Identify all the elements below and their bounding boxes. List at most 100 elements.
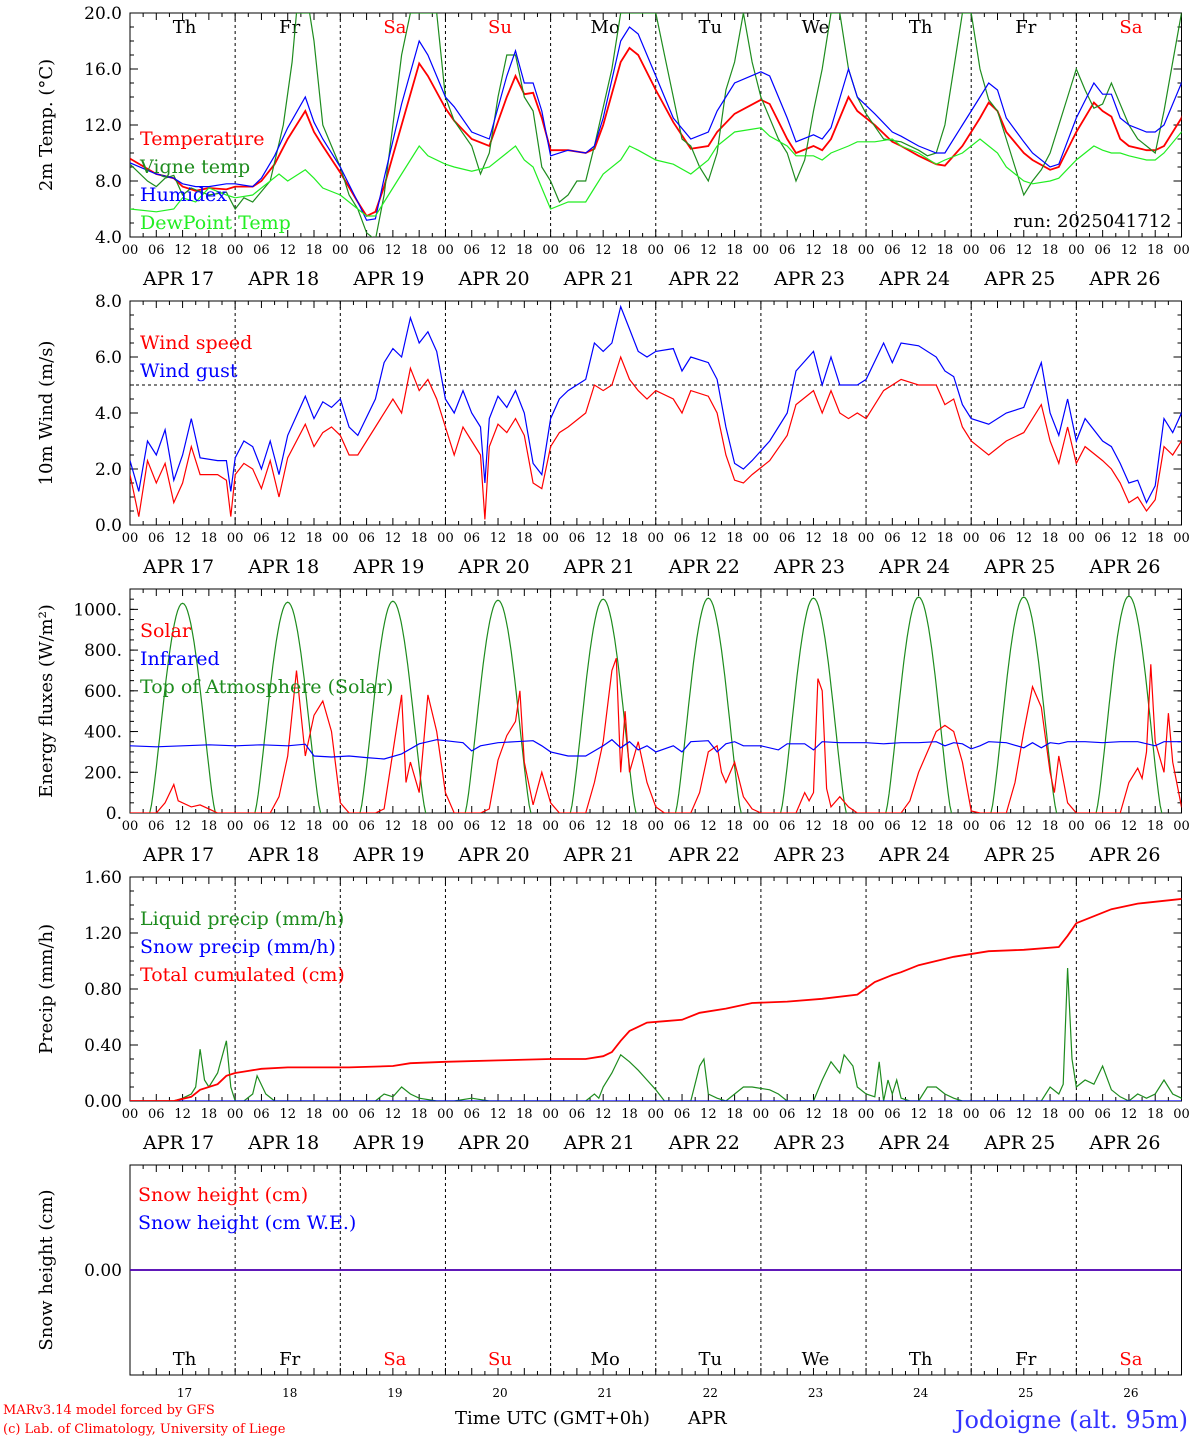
hour-label: 00 [647, 819, 664, 834]
hour-label: 12 [490, 1107, 507, 1122]
date-label: APR 19 [352, 1132, 424, 1154]
day-name: Sa [383, 17, 406, 38]
series-temperature [130, 46, 1182, 218]
y-axis-label: Snow height (cm) [36, 1189, 57, 1350]
day-number: 25 [1018, 1386, 1033, 1400]
date-label: APR 20 [458, 1132, 530, 1154]
date-label: APR 19 [352, 844, 424, 866]
y-tick-label: 1.60 [84, 868, 122, 888]
hour-label: 12 [385, 243, 402, 258]
hour-label: 06 [884, 819, 901, 834]
hour-label: 18 [411, 531, 428, 546]
date-label: APR 19 [352, 556, 424, 578]
hour-label: 12 [595, 819, 612, 834]
y-tick-label: 8.0 [95, 172, 122, 192]
hour-label: 18 [726, 243, 743, 258]
hour-label: 00 [122, 819, 139, 834]
hour-label: 12 [700, 819, 717, 834]
day-name: Tu [699, 1349, 723, 1370]
hour-label: 18 [516, 531, 533, 546]
hour-label: 00 [753, 819, 770, 834]
day-name: Tu [699, 17, 723, 38]
hour-label: 18 [1147, 243, 1164, 258]
day-name: Fr [279, 1349, 300, 1370]
hour-label: 00 [858, 243, 875, 258]
hour-label: 18 [516, 243, 533, 258]
hour-label: 18 [411, 819, 428, 834]
y-tick-label: 600. [84, 682, 122, 702]
toa-solar-series [149, 595, 1163, 813]
hour-label: 00 [647, 243, 664, 258]
date-label: APR 26 [1088, 844, 1160, 866]
hour-label: 00 [858, 531, 875, 546]
legend-entry: Snow precip (mm/h) [140, 936, 336, 958]
hour-label: 18 [937, 531, 954, 546]
date-label: APR 26 [1088, 268, 1160, 290]
legend-entry: Wind gust [140, 360, 238, 382]
hour-label: 00 [227, 243, 244, 258]
y-tick-label: 0.00 [84, 1261, 122, 1281]
hour-label: 00 [227, 531, 244, 546]
hour-label: 06 [779, 1107, 796, 1122]
date-label: APR 20 [458, 556, 530, 578]
hour-label: 18 [831, 531, 848, 546]
hour-label: 12 [910, 243, 927, 258]
hour-label: 00 [1173, 1107, 1190, 1122]
hour-label: 00 [542, 243, 559, 258]
date-label: APR 18 [247, 556, 319, 578]
y-tick-label: 0. [106, 804, 122, 824]
hour-label: 12 [279, 531, 296, 546]
date-label: APR 23 [773, 268, 845, 290]
hour-label: 18 [1042, 1107, 1059, 1122]
hour-label: 00 [1068, 531, 1085, 546]
day-number: 19 [387, 1386, 402, 1400]
hour-label: 00 [437, 1107, 454, 1122]
hour-label: 06 [253, 1107, 270, 1122]
hour-label: 18 [621, 531, 638, 546]
y-tick-label: 1.20 [84, 924, 122, 944]
y-tick-label: 16.0 [84, 60, 122, 80]
hour-label: 00 [437, 243, 454, 258]
y-axis-label: Precip (mm/h) [36, 924, 57, 1054]
hour-label: 06 [779, 531, 796, 546]
hour-label: 00 [227, 1107, 244, 1122]
hour-label: 18 [1042, 819, 1059, 834]
date-label: APR 25 [983, 268, 1055, 290]
series-wind-gust [130, 304, 1182, 505]
hour-label: 18 [1147, 819, 1164, 834]
hour-label: 00 [963, 1107, 980, 1122]
hour-label: 18 [1147, 1107, 1164, 1122]
hour-label: 06 [779, 819, 796, 834]
legend-entry: Humidex [140, 184, 227, 206]
day-name: Fr [1015, 17, 1036, 38]
date-label: APR 24 [878, 268, 950, 290]
panel-frame [129, 588, 1182, 814]
panel-5: 0.00 Snow height (cm) Th Fr Sa Su Mo Tu We Th Fr Sa… [36, 1164, 1182, 1400]
hour-label: 06 [463, 819, 480, 834]
hour-label: 12 [490, 819, 507, 834]
hour-label: 00 [1173, 243, 1190, 258]
date-label: APR 23 [773, 1132, 845, 1154]
date-label: APR 21 [563, 556, 635, 578]
month-label: APR [687, 1408, 727, 1429]
hour-label: 12 [1016, 531, 1033, 546]
panel-3: 0. 200. 400. 600. 800. 1000. Energy fluxes (W/… [36, 588, 1190, 866]
hour-label: 12 [595, 531, 612, 546]
hour-label: 12 [279, 243, 296, 258]
date-label: APR 22 [668, 844, 740, 866]
hour-label: 18 [831, 243, 848, 258]
hour-label: 12 [1121, 531, 1138, 546]
hour-label: 00 [542, 1107, 559, 1122]
hour-label: 12 [174, 1107, 191, 1122]
hour-label: 06 [989, 531, 1006, 546]
hour-label: 06 [779, 243, 796, 258]
plot-area [130, 595, 1182, 813]
date-label: APR 22 [668, 268, 740, 290]
hour-label: 12 [279, 1107, 296, 1122]
hour-label: 00 [963, 243, 980, 258]
date-label: APR 21 [563, 844, 635, 866]
plot-area [130, 304, 1182, 520]
hour-label: 12 [700, 531, 717, 546]
hour-label: 12 [490, 243, 507, 258]
hour-label: 00 [1068, 819, 1085, 834]
